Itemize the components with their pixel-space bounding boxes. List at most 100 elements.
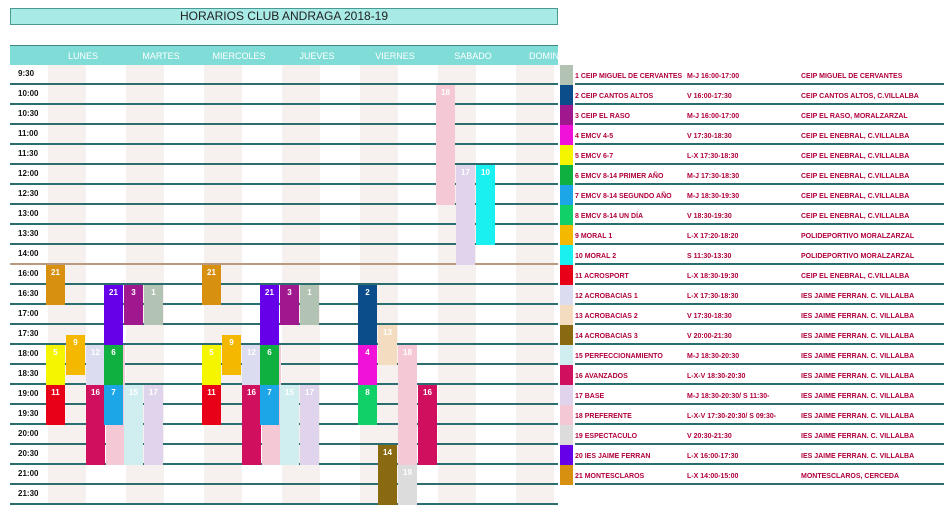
legend-swatch [560, 85, 573, 105]
class-block[interactable]: 17 [300, 385, 319, 465]
row-divider [575, 343, 944, 345]
class-block[interactable]: 6 [104, 345, 123, 385]
class-block[interactable]: 12 [86, 345, 105, 385]
legend-schedule: L-X 17:30-18:30 [687, 153, 739, 160]
class-block[interactable]: 4 [358, 345, 377, 385]
row-divider [10, 143, 558, 145]
class-block[interactable]: 16 [418, 385, 437, 465]
day-header-domingo: DOMINGO [529, 51, 573, 61]
legend-swatch [560, 165, 573, 185]
legend-schedule: L-X-V 18:30-20:30 [687, 373, 746, 380]
legend-row: 7 EMCV 8-14 SEGUNDO AÑO M-J 18:30-19:30 CE… [560, 185, 944, 205]
row-divider [575, 223, 944, 225]
legend-place: POLIDEPORTIVO MORALZARZAL [801, 233, 915, 240]
time-label: 17:00 [18, 309, 39, 318]
time-label: 11:00 [18, 129, 39, 138]
legend-swatch [560, 225, 573, 245]
class-block[interactable]: 16 [242, 385, 261, 465]
legend-schedule: L-X 17:20-18:20 [687, 233, 739, 240]
legend-place: IES JAIME FERRAN. C. VILLALBA [801, 313, 915, 320]
class-block[interactable]: 11 [46, 385, 65, 425]
class-block[interactable]: 1 [300, 285, 319, 325]
legend-place: POLIDEPORTIVO MORALZARZAL [801, 253, 915, 260]
row-divider [575, 303, 944, 305]
class-block[interactable]: 16 [86, 385, 105, 465]
legend-swatch [560, 405, 573, 425]
legend-schedule: M-J 16:00-17:00 [687, 73, 740, 80]
class-block[interactable]: 17 [144, 385, 163, 465]
class-block[interactable]: 5 [202, 345, 221, 385]
legend-row: 1 CEIP MIGUEL DE CERVANTES M-J 16:00-17:0… [560, 65, 944, 85]
legend-place: MONTESCLAROS, CERCEDA [801, 473, 900, 480]
class-block[interactable]: 19 [398, 465, 417, 505]
class-block[interactable]: 13 [378, 325, 397, 365]
legend-schedule: V 20:30-21:30 [687, 433, 732, 440]
class-block[interactable]: 21 [46, 265, 65, 305]
time-label: 21:00 [18, 469, 39, 478]
time-label: 20:30 [18, 449, 39, 458]
class-block[interactable]: 11 [202, 385, 221, 425]
legend-row: 21 MONTESCLAROS L-X 14:00-15:00 MONTESCLAR… [560, 465, 944, 485]
class-block[interactable]: 17 [456, 165, 475, 265]
legend-swatch [560, 105, 573, 125]
legend-group-name: 7 EMCV 8-14 SEGUNDO AÑO [575, 193, 672, 200]
row-divider [10, 223, 558, 225]
row-divider [10, 263, 558, 265]
row-divider [10, 203, 558, 205]
row-divider [575, 423, 944, 425]
legend-group-name: 9 MORAL 1 [575, 233, 613, 240]
class-block[interactable]: 9 [222, 335, 241, 375]
legend-group-name: 3 CEIP EL RASO [575, 113, 630, 120]
class-block[interactable]: 14 [378, 445, 397, 505]
time-row: 12:00 [10, 165, 558, 185]
legend-place: CEIP EL ENEBRAL, C.VILLALBA [801, 133, 910, 140]
day-header-sabado: SABADO [454, 51, 492, 61]
legend-swatch [560, 305, 573, 325]
class-block[interactable]: 18 [436, 85, 455, 205]
days-header: LUNES MARTES MIERCOLES JUEVES VIERNES SABADO D… [10, 45, 573, 65]
class-block[interactable]: 5 [46, 345, 65, 385]
class-block[interactable]: 12 [242, 345, 261, 385]
time-row: 21:30 [10, 485, 558, 505]
row-divider [575, 323, 944, 325]
legend-place: IES JAIME FERRAN. C. VILLALBA [801, 333, 915, 340]
class-block[interactable]: 7 [104, 385, 123, 425]
time-label: 20:00 [18, 429, 39, 438]
legend-swatch [560, 465, 573, 485]
class-block[interactable]: 3 [280, 285, 299, 325]
legend-schedule: V 17:30-18:30 [687, 133, 732, 140]
legend-row: 13 ACROBACIAS 2 V 17:30-18:30 IES JAIME FE… [560, 305, 944, 325]
row-divider [10, 183, 558, 185]
row-divider [575, 363, 944, 365]
class-block[interactable]: 7 [260, 385, 279, 425]
class-block[interactable]: 3 [124, 285, 143, 325]
class-block[interactable]: 10 [476, 165, 495, 245]
time-row: 10:30 [10, 105, 558, 125]
day-header-viernes: VIERNES [375, 51, 415, 61]
class-block[interactable]: 9 [66, 335, 85, 375]
day-header-lunes: LUNES [67, 51, 98, 61]
page-title: HORARIOS CLUB ANDRAGA 2018-19 [10, 8, 558, 25]
class-block[interactable]: 15 [280, 385, 299, 465]
time-row: 12:30 [10, 185, 558, 205]
class-block[interactable]: 18 [398, 345, 417, 465]
class-block[interactable]: 8 [358, 385, 377, 425]
class-block[interactable]: 1 [144, 285, 163, 325]
class-block[interactable]: 21 [260, 285, 279, 345]
legend-swatch [560, 185, 573, 205]
time-row: 10:00 [10, 85, 558, 105]
legend-place: CEIP EL ENEBRAL, C.VILLALBA [801, 213, 910, 220]
legend-schedule: M-J 18:30-20:30/ S 11:30- [687, 393, 770, 400]
legend-swatch [560, 325, 573, 345]
legend-row: 19 ESPECTACULO V 20:30-21:30 IES JAIME FER… [560, 425, 944, 445]
row-divider [575, 383, 944, 385]
class-block[interactable]: 21 [104, 285, 123, 345]
class-block[interactable]: 6 [260, 345, 279, 385]
class-block[interactable]: 15 [124, 385, 143, 465]
class-block[interactable]: 21 [202, 265, 221, 305]
time-label: 19:30 [18, 409, 39, 418]
legend-group-name: 11 ACROSPORT [575, 273, 629, 280]
legend-place: IES JAIME FERRAN. C. VILLALBA [801, 353, 915, 360]
legend-row: 10 MORAL 2 S 11:30-13:30 POLIDEPORTIVO MOR… [560, 245, 944, 265]
legend-swatch [560, 385, 573, 405]
